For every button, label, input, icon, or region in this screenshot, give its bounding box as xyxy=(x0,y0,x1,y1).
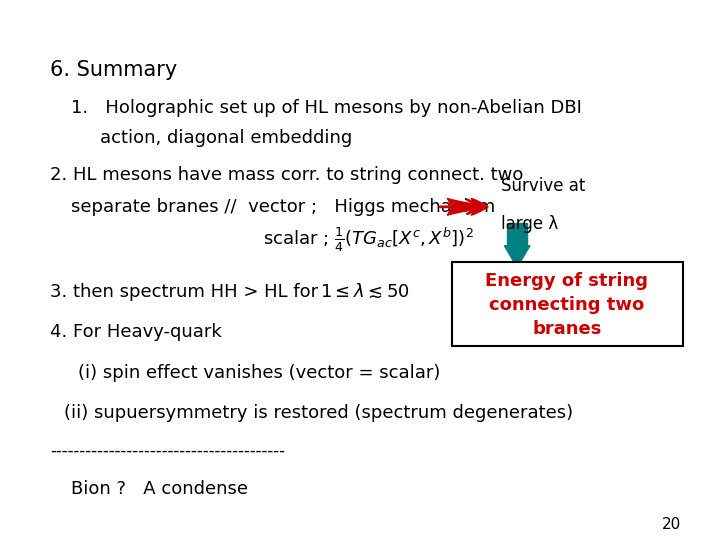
Text: 1.   Holographic set up of HL mesons by non-Abelian DBI: 1. Holographic set up of HL mesons by no… xyxy=(71,99,582,117)
Text: large λ: large λ xyxy=(502,215,559,233)
Text: separate branes //  vector ;   Higgs mechanism: separate branes // vector ; Higgs mechan… xyxy=(71,198,495,216)
Polygon shape xyxy=(504,246,530,267)
Text: scalar ; $\frac{1}{4}(TG_{ac}[X^c, X^b])^2$: scalar ; $\frac{1}{4}(TG_{ac}[X^c, X^b])… xyxy=(264,226,474,254)
Text: 20: 20 xyxy=(662,517,681,532)
Text: 2. HL mesons have mass corr. to string connect. two: 2. HL mesons have mass corr. to string c… xyxy=(50,166,523,185)
Text: 4. For Heavy-quark: 4. For Heavy-quark xyxy=(50,323,222,341)
Text: Survive at: Survive at xyxy=(502,177,586,195)
FancyBboxPatch shape xyxy=(507,223,527,246)
Text: Bion ?   A condense: Bion ? A condense xyxy=(71,480,248,498)
Text: 6. Summary: 6. Summary xyxy=(50,60,177,80)
Text: (i) spin effect vanishes (vector = scalar): (i) spin effect vanishes (vector = scala… xyxy=(78,363,441,382)
Text: ----------------------------------------: ---------------------------------------- xyxy=(50,442,285,460)
Text: $1 \leq \lambda \lesssim 50$: $1 \leq \lambda \lesssim 50$ xyxy=(320,282,410,301)
FancyBboxPatch shape xyxy=(451,262,683,346)
Text: (ii) supuersymmetry is restored (spectrum degenerates): (ii) supuersymmetry is restored (spectru… xyxy=(64,404,573,422)
Text: 3. then spectrum HH > HL for: 3. then spectrum HH > HL for xyxy=(50,282,318,301)
Text: Energy of string
connecting two
branes: Energy of string connecting two branes xyxy=(485,273,649,338)
Text: action, diagonal embedding: action, diagonal embedding xyxy=(99,129,352,147)
